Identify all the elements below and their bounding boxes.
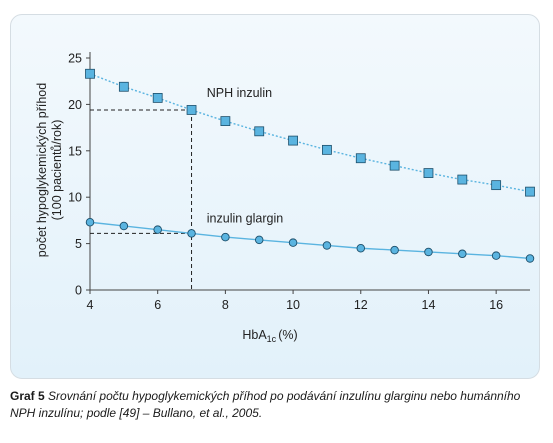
data-point-circle bbox=[525, 254, 535, 263]
data-point-circle bbox=[491, 251, 501, 260]
series-line bbox=[89, 221, 531, 260]
x-axis-label-sub: 1c bbox=[267, 334, 277, 344]
data-point-square bbox=[355, 153, 366, 164]
data-point-circle bbox=[254, 235, 264, 245]
data-point-square bbox=[491, 180, 502, 191]
data-point-circle bbox=[288, 238, 298, 247]
x-tick-label: 16 bbox=[489, 298, 503, 312]
data-point-square bbox=[457, 174, 468, 185]
x-tick-label: 14 bbox=[422, 298, 436, 312]
data-point-square bbox=[186, 105, 197, 115]
caption-text: Srovnání počtu hypoglykemických příhod p… bbox=[10, 389, 521, 420]
y-tick-label: 15 bbox=[68, 144, 82, 158]
data-point-square bbox=[525, 186, 535, 197]
x-tick-label: 6 bbox=[154, 298, 161, 312]
chart-panel bbox=[10, 14, 540, 379]
y-tick-label: 10 bbox=[68, 191, 82, 205]
labels: počet hypoglykemických příhod(100 pacien… bbox=[35, 83, 298, 344]
data-point-circle bbox=[322, 241, 332, 250]
data-point-circle bbox=[424, 247, 433, 257]
y-axis-label-line2: (100 pacientů/rok) bbox=[50, 120, 64, 221]
x-tick-label: 8 bbox=[222, 298, 229, 312]
x-axis-label-unit: (%) bbox=[278, 328, 297, 342]
data-point-square bbox=[118, 81, 129, 92]
y-axis-label: počet hypoglykemických příhod(100 pacien… bbox=[35, 83, 64, 257]
data-point-circle bbox=[119, 221, 129, 231]
data-point-circle bbox=[356, 243, 366, 253]
y-tick-label: 25 bbox=[68, 52, 82, 66]
data-point-square bbox=[288, 135, 298, 146]
data-point-square bbox=[322, 144, 332, 155]
data-point-square bbox=[254, 126, 265, 137]
caption-lead: Graf 5 bbox=[10, 389, 45, 403]
y-tick-label: 20 bbox=[68, 98, 82, 112]
y-axis-label-line1: počet hypoglykemických příhod bbox=[35, 83, 49, 257]
x-tick-label: 10 bbox=[286, 298, 300, 312]
data-point-square bbox=[220, 116, 231, 127]
data-point-circle bbox=[458, 249, 467, 259]
x-axis-label: HbA1c (%) bbox=[242, 328, 297, 344]
data-point-circle bbox=[390, 245, 399, 255]
data-point-square bbox=[423, 168, 434, 178]
axes: 0 5 10 15 20 25 4 6 8 10 12 14 16 bbox=[68, 52, 530, 312]
data-point-square bbox=[152, 93, 163, 103]
x-axis-label-main: HbA bbox=[242, 328, 267, 342]
y-tick-label: 0 bbox=[75, 284, 82, 298]
data-point-circle bbox=[85, 218, 95, 227]
data-point-circle bbox=[187, 229, 196, 238]
x-tick-label: 4 bbox=[87, 298, 94, 312]
series-line bbox=[89, 73, 531, 193]
series-label: NPH inzulin bbox=[207, 86, 272, 100]
data-point-circle bbox=[221, 232, 230, 242]
x-tick-label: 12 bbox=[354, 298, 368, 312]
y-tick-label: 5 bbox=[75, 237, 82, 251]
data-point-square bbox=[389, 160, 400, 171]
reference-lines bbox=[90, 109, 193, 290]
figure-caption: Graf 5 Srovnání počtu hypoglykemických p… bbox=[10, 388, 542, 422]
series-layer bbox=[85, 68, 535, 263]
data-point-circle bbox=[153, 225, 162, 234]
series-label: inzulin glargin bbox=[207, 211, 283, 225]
data-point-square bbox=[85, 68, 95, 79]
